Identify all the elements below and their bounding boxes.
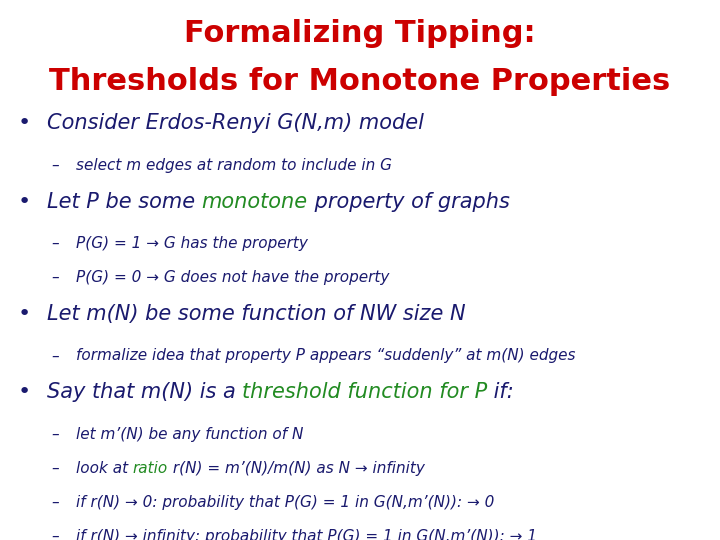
Text: Consider Erdos-Renyi G(N,m) model: Consider Erdos-Renyi G(N,m) model — [47, 113, 423, 133]
Text: •: • — [18, 304, 31, 324]
Text: Let m(N) be some function of NW size N: Let m(N) be some function of NW size N — [47, 304, 465, 324]
Text: Let P be some: Let P be some — [47, 192, 202, 212]
Text: –: – — [52, 495, 60, 510]
Text: if r(N) → 0: probability that P(G) = 1 in G(N,m’(N)): → 0: if r(N) → 0: probability that P(G) = 1 i… — [76, 495, 494, 510]
Text: –: – — [52, 461, 60, 476]
Text: –: – — [52, 427, 60, 442]
Text: ratio: ratio — [132, 461, 168, 476]
Text: –: – — [52, 348, 60, 363]
Text: •: • — [18, 113, 31, 133]
Text: –: – — [52, 270, 60, 285]
Text: if:: if: — [487, 382, 514, 402]
Text: r(N) = m’(N)/m(N) as N → infinity: r(N) = m’(N)/m(N) as N → infinity — [168, 461, 425, 476]
Text: –: – — [52, 158, 60, 173]
Text: Say that m(N) is a: Say that m(N) is a — [47, 382, 242, 402]
Text: •: • — [18, 192, 31, 212]
Text: let m’(N) be any function of N: let m’(N) be any function of N — [76, 427, 303, 442]
Text: look at: look at — [76, 461, 132, 476]
Text: property of graphs: property of graphs — [307, 192, 510, 212]
Text: monotone: monotone — [202, 192, 307, 212]
Text: formalize idea that property P appears “suddenly” at m(N) edges: formalize idea that property P appears “… — [76, 348, 575, 363]
Text: P(G) = 1 → G has the property: P(G) = 1 → G has the property — [76, 236, 307, 251]
Text: Thresholds for Monotone Properties: Thresholds for Monotone Properties — [50, 68, 670, 97]
Text: –: – — [52, 236, 60, 251]
Text: select m edges at random to include in G: select m edges at random to include in G — [76, 158, 392, 173]
Text: P(G) = 0 → G does not have the property: P(G) = 0 → G does not have the property — [76, 270, 389, 285]
Text: Formalizing Tipping:: Formalizing Tipping: — [184, 19, 536, 48]
Text: if r(N) → infinity: probability that P(G) = 1 in G(N,m’(N)): → 1: if r(N) → infinity: probability that P(G… — [76, 529, 536, 540]
Text: •: • — [18, 382, 31, 402]
Text: threshold function for P: threshold function for P — [242, 382, 487, 402]
Text: –: – — [52, 529, 60, 540]
